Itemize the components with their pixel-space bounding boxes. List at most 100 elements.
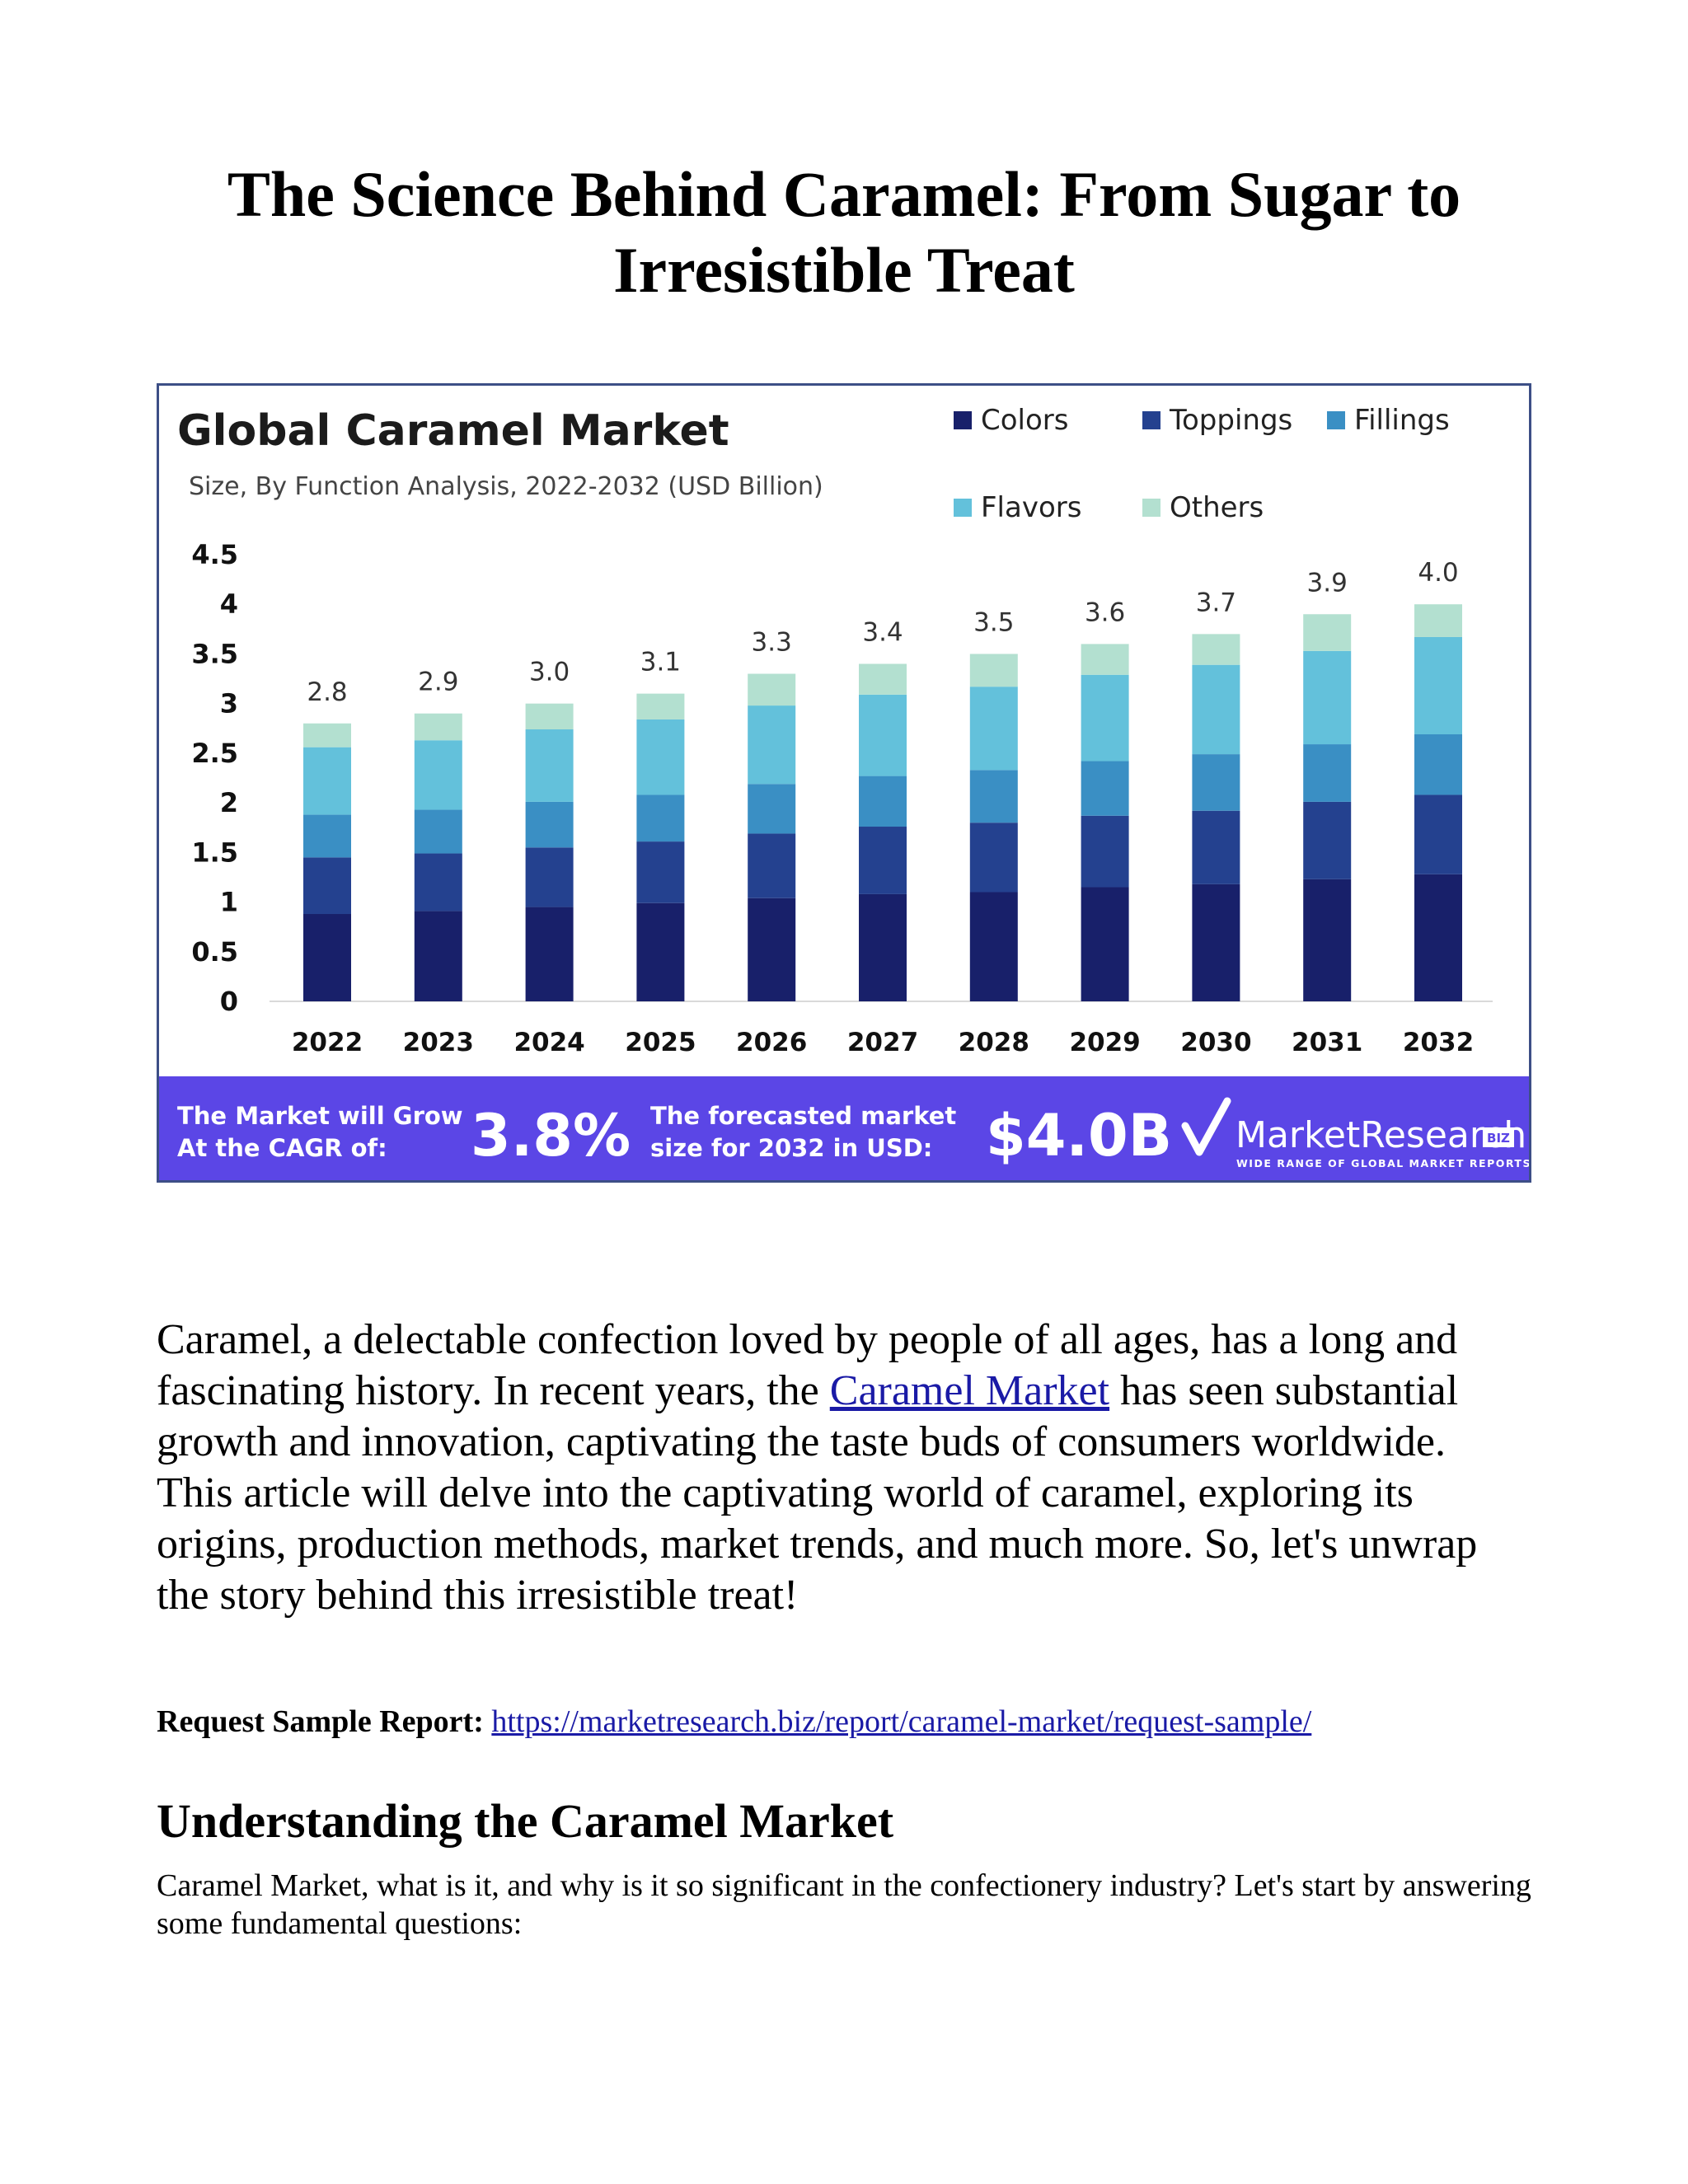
bar-total-label: 3.5 [973,607,1014,637]
bar-segment-flavors [859,694,907,776]
bar-segment-toppings [1414,794,1462,874]
bar-segment-toppings [859,827,907,894]
brand-tagline: WIDE RANGE OF GLOBAL MARKET REPORTS [1236,1157,1531,1169]
bar-total-label: 3.3 [752,628,792,658]
y-tick-label: 3.5 [191,638,238,669]
bar-segment-flavors [525,729,574,802]
x-tick-label: 2022 [292,1028,363,1057]
chart-title: Global Caramel Market [177,406,729,456]
chart-footer-banner: The Market will Grow At the CAGR of: 3.8… [159,1076,1531,1180]
x-tick-label: 2025 [625,1028,696,1057]
intro-text-after: has seen substantial growth and innovati… [157,1367,1478,1619]
bar-segment-colors [414,911,462,1001]
bar-segment-toppings [303,857,351,915]
y-tick-label: 4 [220,588,238,620]
footer-canvas: The Market will Grow At the CAGR of: 3.8… [177,1097,1531,1169]
bar-segment-fillings [1081,761,1129,816]
bar-segment-flavors [1192,664,1240,755]
bar-segment-toppings [414,853,462,912]
intro-paragraph: Caramel, a delectable confection loved b… [157,1315,1531,1621]
bar-segment-toppings [748,833,796,898]
bar-segment-fillings [525,801,574,848]
x-tick-label: 2032 [1403,1028,1474,1057]
x-tick-label: 2029 [1069,1028,1140,1057]
section-heading: Understanding the Caramel Market [157,1794,894,1848]
x-tick-label: 2031 [1292,1028,1362,1057]
bar-segment-flavors [969,687,1018,771]
y-tick-label: 4.5 [191,539,238,570]
bar-segment-toppings [1081,815,1129,888]
bar-segment-flavors [1081,674,1129,762]
checkmark-icon [1181,1097,1231,1156]
x-tick-label: 2023 [403,1028,474,1057]
bar-segment-toppings [525,847,574,907]
brand-badge: BIZ [1487,1131,1510,1146]
x-tick-label: 2027 [847,1028,918,1057]
brand-badge-box [1483,1127,1514,1147]
chart-subtitle: Size, By Function Analysis, 2022-2032 (U… [189,472,823,501]
bar-segment-others [1303,614,1352,651]
x-tick-label: 2026 [736,1028,807,1057]
bar-segment-fillings [636,794,685,842]
bar-total-label: 2.8 [307,677,347,707]
bar-segment-colors [859,893,907,1001]
bar-segment-fillings [1192,754,1240,811]
legend-label-toppings: Toppings [1169,404,1292,437]
cagr-value: 3.8% [471,1102,631,1169]
bar-segment-others [1192,634,1240,665]
request-label: Request Sample Report: [157,1704,484,1739]
bar-segment-others [1414,604,1462,637]
bar-total-label: 3.9 [1307,568,1348,598]
bar-segment-toppings [636,841,685,903]
bar-segment-colors [748,898,796,1001]
bar-segment-others [636,693,685,719]
bar-segment-flavors [636,719,685,795]
bar-segment-fillings [859,776,907,827]
intro-text-before: Caramel, a delectable confection loved b… [157,1316,1458,1414]
legend-swatch-flavors [954,499,972,517]
bar-segment-toppings [1303,801,1352,879]
bar-segment-colors [969,892,1018,1001]
legend-label-fillings: Fillings [1354,404,1450,437]
cagr-label-line2: At the CAGR of: [177,1134,387,1162]
forecast-value: $4.0B [986,1102,1172,1169]
y-axis: 0 0.5 1 1.5 2 2.5 3 3.5 4 4.5 [191,539,1493,1017]
x-tick-label: 2030 [1180,1028,1251,1057]
legend-swatch-fillings [1327,411,1345,429]
x-tick-label: 2028 [959,1028,1029,1057]
bar-segment-fillings [1414,734,1462,795]
x-tick-label: 2024 [513,1028,584,1057]
chart-bars [303,604,1462,1001]
x-axis: 2022 2023 2024 2025 2026 2027 2028 2029 2030 2031… [292,1028,1474,1057]
caramel-market-link[interactable]: Caramel Market [829,1367,1110,1414]
forecast-label-line1: The forecasted market [650,1102,956,1130]
bar-segment-flavors [1303,650,1352,745]
y-tick-label: 3 [220,688,238,719]
y-tick-label: 1.5 [191,837,238,868]
bar-total-label: 3.4 [862,617,903,647]
brand-name: MarketResearch [1236,1114,1526,1156]
y-tick-label: 1 [220,887,238,918]
bar-segment-flavors [414,740,462,810]
bar-segment-fillings [303,814,351,858]
y-tick-label: 0 [220,986,238,1017]
bar-segment-fillings [414,809,462,854]
bar-total-label: 3.1 [640,648,681,677]
bar-total-label: 3.6 [1085,598,1125,627]
chart-canvas: Global Caramel Market Size, By Function … [177,404,1493,1057]
bar-segment-others [969,654,1018,687]
forecast-label-line2: size for 2032 in USD: [650,1134,932,1162]
cagr-label-line1: The Market will Grow [177,1102,463,1130]
y-tick-label: 0.5 [191,936,238,968]
chart-legend: Colors Toppings Fillings Flavors Others [954,404,1450,524]
bar-segment-flavors [303,747,351,815]
request-sample-link[interactable]: https://marketresearch.biz/report/carame… [491,1704,1312,1739]
y-tick-label: 2 [220,787,238,818]
bar-total-label: 3.7 [1196,588,1236,617]
bar-total-label: 2.9 [418,668,458,697]
bar-segment-fillings [969,770,1018,823]
bar-total-label: 3.0 [529,658,570,687]
bar-total-label: 4.0 [1418,558,1458,588]
legend-label-colors: Colors [981,404,1068,437]
bar-total-labels: 2.8 2.9 3.0 3.1 3.3 3.4 3.5 3.6 3.7 3.9 4.0 [307,558,1458,707]
